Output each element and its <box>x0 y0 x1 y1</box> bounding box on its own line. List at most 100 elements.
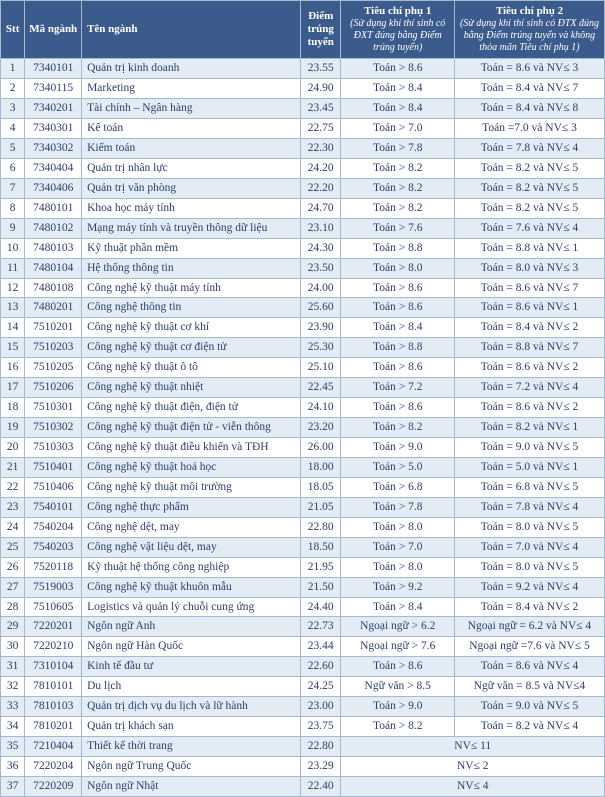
cell-code: 7480104 <box>25 258 82 278</box>
table-row: 267520118Kỹ thuật hệ thống công nghiệp21… <box>1 557 605 577</box>
table-row: 147510201Công nghệ kỹ thuật cơ khí23.90T… <box>1 318 605 338</box>
cell-aux1: Toán > 8.6 <box>341 657 455 677</box>
cell-score: 24.70 <box>300 198 341 218</box>
cell-aux2: Toán = 8.4 và NV≤ 8 <box>454 99 604 119</box>
table-row: 227510406Công nghệ kỹ thuật môi trường18… <box>1 477 605 497</box>
cell-aux2: Toán = 9.2 và NV≤ 4 <box>454 577 604 597</box>
col-aux1: Tiêu chí phụ 1 (Sử dụng khi thí sinh có … <box>341 1 455 59</box>
cell-name: Công nghệ kỹ thuật máy tính <box>82 278 301 298</box>
cell-stt: 23 <box>1 497 25 517</box>
cell-code: 7340404 <box>25 158 82 178</box>
cell-code: 7220209 <box>25 776 82 796</box>
table-row: 317310104Kinh tế đầu tư22.60Toán > 8.6To… <box>1 657 605 677</box>
cell-score: 22.73 <box>300 617 341 637</box>
cell-aux1: Toán > 8.8 <box>341 238 455 258</box>
table-row: 97480102Mạng máy tính và truyền thông dữ… <box>1 218 605 238</box>
cell-stt: 24 <box>1 517 25 537</box>
cell-aux1: Toán > 8.6 <box>341 59 455 79</box>
cell-stt: 22 <box>1 477 25 497</box>
cell-stt: 18 <box>1 398 25 418</box>
cell-stt: 30 <box>1 637 25 657</box>
cell-name: Kiểm toán <box>82 138 301 158</box>
cell-aux1: Toán > 8.4 <box>341 318 455 338</box>
cell-aux2: Toán = 8.2 và NV≤ 1 <box>454 418 604 438</box>
table-row: 87480101Khoa học máy tính24.70Toán > 8.2… <box>1 198 605 218</box>
col-aux2-label: Tiêu chí phụ 2 <box>496 5 563 17</box>
cell-name: Công nghệ thực phẩm <box>82 497 301 517</box>
cell-code: 7540204 <box>25 517 82 537</box>
table-row: 197510302Công nghệ kỹ thuật điện tử - vi… <box>1 418 605 438</box>
cell-name: Kế toán <box>82 119 301 139</box>
cell-name: Du lịch <box>82 677 301 697</box>
cell-stt: 13 <box>1 298 25 318</box>
cell-aux2: Ngoại ngữ =7.6 và NV≤ 5 <box>454 637 604 657</box>
cell-name: Marketing <box>82 79 301 99</box>
cell-aux2: Toán = 7.6 và NV≤ 4 <box>454 218 604 238</box>
cell-stt: 1 <box>1 59 25 79</box>
cell-score: 25.10 <box>300 358 341 378</box>
cell-stt: 8 <box>1 198 25 218</box>
cell-aux2: Toán = 8.2 và NV≤ 4 <box>454 717 604 737</box>
cell-code: 7340115 <box>25 79 82 99</box>
cell-score: 24.90 <box>300 79 341 99</box>
cell-stt: 33 <box>1 697 25 717</box>
col-score: Điểm trúng tuyển <box>300 1 341 59</box>
cell-name: Công nghệ dệt, may <box>82 517 301 537</box>
cell-code: 7810201 <box>25 717 82 737</box>
cell-code: 7510401 <box>25 457 82 477</box>
cell-stt: 6 <box>1 158 25 178</box>
cell-score: 24.25 <box>300 677 341 697</box>
table-row: 367220204Ngôn ngữ Trung Quốc23.29NV≤ 2 <box>1 757 605 777</box>
cell-aux1: Toán > 8.4 <box>341 79 455 99</box>
cell-score: 23.20 <box>300 418 341 438</box>
cell-name: Mạng máy tính và truyền thông dữ liệu <box>82 218 301 238</box>
cell-aux1: Toán > 7.2 <box>341 378 455 398</box>
table-row: 347810201Quản trị khách sạn23.75Toán > 8… <box>1 717 605 737</box>
cell-score: 22.60 <box>300 657 341 677</box>
cell-aux2: Toán = 8.0 và NV≤ 5 <box>454 557 604 577</box>
table-row: 137480201Công nghệ thông tin25.60Toán > … <box>1 298 605 318</box>
cell-score: 25.60 <box>300 298 341 318</box>
col-stt: Stt <box>1 1 25 59</box>
cell-stt: 34 <box>1 717 25 737</box>
cell-aux1: Toán > 8.6 <box>341 298 455 318</box>
cell-name: Công nghệ kỹ thuật môi trường <box>82 477 301 497</box>
cell-aux2: Toán = 8.2 và NV≤ 5 <box>454 198 604 218</box>
cell-aux1: Toán > 8.0 <box>341 557 455 577</box>
cell-aux1: Toán > 8.2 <box>341 717 455 737</box>
cell-aux1: Toán > 6.8 <box>341 477 455 497</box>
cell-code: 7480201 <box>25 298 82 318</box>
cell-name: Kỹ thuật hệ thống công nghiệp <box>82 557 301 577</box>
col-aux2: Tiêu chí phụ 2 (Sử dụng khi thí sinh có … <box>454 1 604 59</box>
cell-aux1: Toán > 8.8 <box>341 338 455 358</box>
table-row: 247540204Công nghệ dệt, may22.80Toán > 8… <box>1 517 605 537</box>
cell-name: Công nghệ kỹ thuật hoá học <box>82 457 301 477</box>
cell-stt: 3 <box>1 99 25 119</box>
cell-code: 7510406 <box>25 477 82 497</box>
cell-aux1: Ngoại ngữ > 7.6 <box>341 637 455 657</box>
table-row: 327810101Du lịch24.25Ngữ văn > 8.5Ngữ vă… <box>1 677 605 697</box>
cell-stt: 35 <box>1 737 25 757</box>
table-row: 47340301Kế toán22.75Toán > 7.0Toán =7.0 … <box>1 119 605 139</box>
cell-code: 7480108 <box>25 278 82 298</box>
cell-score: 24.00 <box>300 278 341 298</box>
cell-aux2: Toán = 8.8 và NV≤ 1 <box>454 238 604 258</box>
cell-code: 7510605 <box>25 597 82 617</box>
cell-name: Công nghệ kỹ thuật khuôn mẫu <box>82 577 301 597</box>
cell-name: Kinh tế đầu tư <box>82 657 301 677</box>
table-row: 127480108Công nghệ kỹ thuật máy tính24.0… <box>1 278 605 298</box>
cell-aux-merged: NV≤ 4 <box>341 776 605 796</box>
table-row: 287510605Logistics và quản lý chuỗi cung… <box>1 597 605 617</box>
cell-code: 7480103 <box>25 238 82 258</box>
cell-code: 7810103 <box>25 697 82 717</box>
cell-aux1: Toán > 8.0 <box>341 258 455 278</box>
cell-score: 23.00 <box>300 697 341 717</box>
table-row: 357210404Thiết kế thời trang22.80NV≤ 11 <box>1 737 605 757</box>
col-aux2-sub: (Sử dụng khi thí sinh có ĐTX đúng bằng Đ… <box>458 18 601 54</box>
cell-aux2: Ngữ văn = 8.5 và NV≤4 <box>454 677 604 697</box>
cell-score: 23.75 <box>300 717 341 737</box>
cell-name: Hệ thống thông tin <box>82 258 301 278</box>
cell-name: Công nghệ kỹ thuật nhiệt <box>82 378 301 398</box>
benchmark-table: Stt Mã ngành Tên ngành Điểm trúng tuyển … <box>0 0 605 797</box>
cell-aux2: Toán = 8.6 và NV≤ 2 <box>454 358 604 378</box>
